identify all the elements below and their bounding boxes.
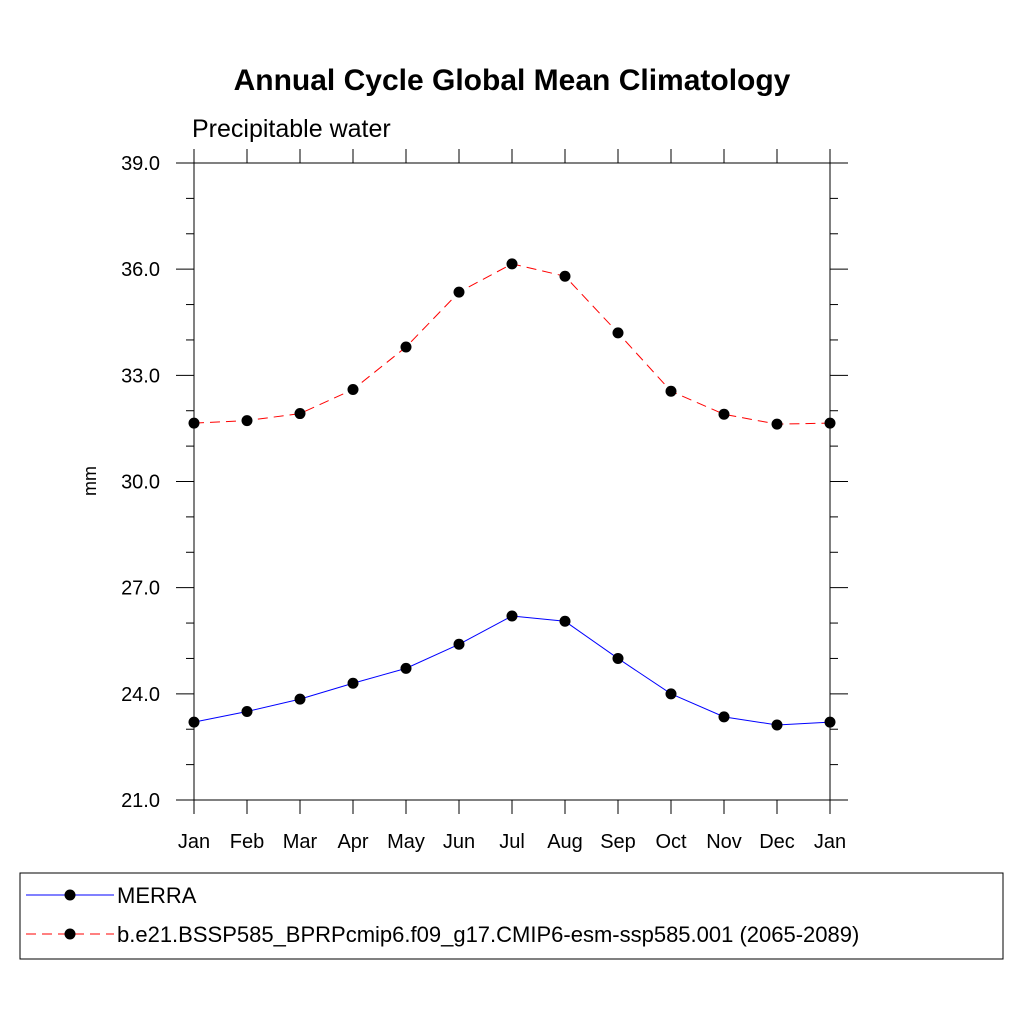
- x-tick-label: Jun: [443, 831, 475, 853]
- series-1-point: [824, 417, 836, 429]
- y-tick-label: 36.0: [121, 259, 160, 281]
- chart-subtitle: Precipitable water: [192, 115, 391, 143]
- x-tick-label: Sep: [600, 831, 636, 853]
- series-1-point: [241, 415, 253, 427]
- y-tick-label: 21.0: [121, 790, 160, 812]
- series-1-point: [400, 341, 412, 353]
- series-0-point: [400, 662, 412, 674]
- series-1-point: [506, 258, 518, 270]
- x-tick-label: Jul: [499, 831, 525, 853]
- legend-marker-0: [64, 889, 76, 901]
- legend-label-0: MERRA: [117, 883, 197, 908]
- series-0-point: [612, 652, 624, 664]
- series-1-point: [771, 418, 783, 430]
- series-1-point: [453, 286, 465, 298]
- series-line-0: [193, 615, 831, 726]
- series-0-point: [453, 638, 465, 650]
- series-0-point: [294, 693, 306, 705]
- series-layer: [188, 258, 836, 731]
- x-tick-labels: Jan Feb Mar Apr May Jun Jul Aug Sep Oct Nov Dec Jan: [178, 831, 846, 853]
- x-tick-label: Aug: [547, 831, 583, 853]
- legend-box: [19, 872, 1004, 960]
- series-0-point: [771, 719, 783, 731]
- legend-label-1: b.e21.BSSP585_BPRPcmip6.f09_g17.CMIP6-es…: [117, 922, 859, 947]
- x-tick-label: Apr: [337, 831, 368, 853]
- series-1-point: [718, 408, 730, 420]
- series-0-point: [347, 677, 359, 689]
- series-1-point: [347, 383, 359, 395]
- y-tick-label: 39.0: [121, 153, 160, 175]
- x-tick-label: Jan: [178, 831, 210, 853]
- y-tick-label: 30.0: [121, 472, 160, 494]
- series-0-point: [506, 610, 518, 622]
- axis-ticks: [176, 149, 848, 814]
- series-line-1: [193, 263, 831, 425]
- legend-marker-1: [64, 928, 76, 940]
- legend: MERRA b.e21.BSSP585_BPRPcmip6.f09_g17.CMI…: [26, 883, 859, 947]
- series-0-point: [665, 688, 677, 700]
- x-tick-label: Jan: [814, 831, 846, 853]
- x-tick-label: May: [387, 831, 425, 853]
- y-axis-label: mm: [80, 466, 100, 496]
- x-tick-label: Nov: [706, 831, 742, 853]
- y-tick-labels: 21.0 24.0 27.0 30.0 33.0 36.0 39.0: [121, 153, 160, 812]
- series-1-point: [665, 385, 677, 397]
- x-tick-label: Feb: [230, 831, 264, 853]
- series-0-point: [718, 711, 730, 723]
- y-tick-label: 27.0: [121, 578, 160, 600]
- series-0-point: [241, 706, 253, 718]
- series-0-point: [559, 615, 571, 627]
- x-tick-label: Mar: [283, 831, 318, 853]
- y-tick-label: 24.0: [121, 684, 160, 706]
- series-1-point: [559, 270, 571, 282]
- chart-title: Annual Cycle Global Mean Climatology: [234, 64, 791, 97]
- y-tick-label: 33.0: [121, 365, 160, 387]
- series-0-point: [824, 716, 836, 728]
- series-1-point: [188, 417, 200, 429]
- x-tick-label: Dec: [759, 831, 795, 853]
- series-1-point: [612, 327, 624, 339]
- series-1-point: [294, 408, 306, 420]
- series-0-point: [188, 716, 200, 728]
- x-tick-label: Oct: [655, 831, 687, 853]
